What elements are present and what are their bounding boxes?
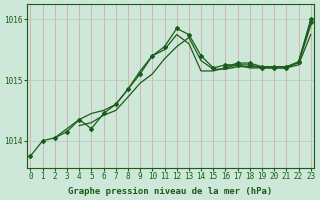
X-axis label: Graphe pression niveau de la mer (hPa): Graphe pression niveau de la mer (hPa): [68, 187, 273, 196]
